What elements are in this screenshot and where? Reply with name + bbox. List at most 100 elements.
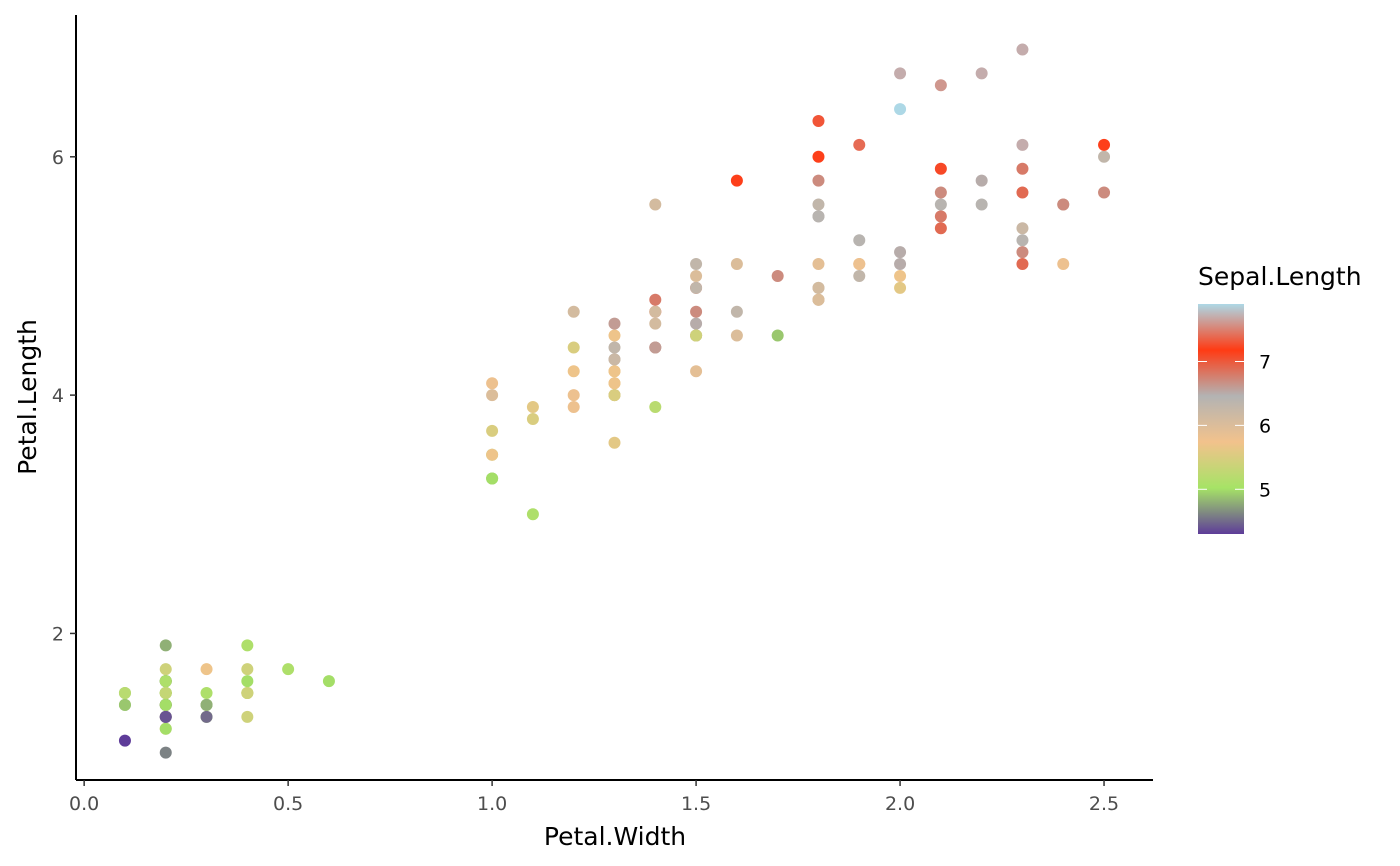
colorbar	[1198, 304, 1244, 534]
data-point	[159, 698, 172, 711]
data-point	[241, 639, 254, 652]
y-tick-label: 4	[52, 385, 64, 407]
data-point	[159, 687, 172, 700]
data-point	[1057, 198, 1070, 211]
data-point	[486, 377, 499, 390]
data-point	[812, 258, 825, 271]
data-point	[894, 67, 907, 80]
data-point	[934, 210, 947, 223]
data-point	[975, 67, 988, 80]
data-point	[649, 341, 662, 354]
data-point	[608, 329, 621, 342]
data-point	[159, 639, 172, 652]
data-point	[567, 341, 580, 354]
x-tick-label: 2.5	[1089, 793, 1119, 815]
data-point	[730, 329, 743, 342]
data-point	[1098, 150, 1111, 163]
data-point	[649, 293, 662, 306]
data-point	[608, 365, 621, 378]
data-point	[853, 138, 866, 151]
data-point	[118, 734, 131, 747]
data-point	[690, 269, 703, 282]
colorbar-ticks: 5 6 7	[1198, 352, 1271, 501]
data-point	[812, 174, 825, 187]
data-point	[934, 79, 947, 92]
data-point	[1016, 246, 1029, 259]
colorbar-label: 5	[1259, 479, 1271, 501]
data-point	[567, 401, 580, 414]
data-point	[812, 210, 825, 223]
data-point	[608, 317, 621, 330]
data-point	[486, 389, 499, 402]
data-point	[690, 317, 703, 330]
data-point	[159, 675, 172, 688]
data-point	[486, 472, 499, 485]
axes	[75, 15, 1153, 781]
data-point	[690, 329, 703, 342]
data-point	[771, 269, 784, 282]
data-point	[159, 710, 172, 723]
x-axis-title: Petal.Width	[544, 822, 686, 851]
data-point	[241, 663, 254, 676]
y-ticks: 2 4 6	[52, 147, 76, 645]
colorbar-label: 6	[1259, 415, 1271, 437]
data-point	[1016, 186, 1029, 199]
data-point	[118, 698, 131, 711]
data-point	[1057, 258, 1070, 271]
data-point	[730, 258, 743, 271]
data-point	[894, 103, 907, 116]
data-point	[934, 186, 947, 199]
data-point	[608, 353, 621, 366]
data-point	[730, 305, 743, 318]
data-point	[853, 258, 866, 271]
data-point	[812, 198, 825, 211]
data-point	[690, 281, 703, 294]
data-point	[649, 401, 662, 414]
x-ticks: 0.0 0.5 1.0 1.5 2.0 2.5	[69, 780, 1119, 815]
data-point	[241, 710, 254, 723]
data-point	[608, 341, 621, 354]
data-point	[159, 746, 172, 759]
data-point	[853, 234, 866, 247]
data-point	[649, 317, 662, 330]
points-layer	[118, 43, 1111, 759]
data-point	[1016, 43, 1029, 56]
data-point	[649, 305, 662, 318]
data-point	[200, 698, 213, 711]
data-point	[894, 258, 907, 271]
data-point	[486, 424, 499, 437]
data-point	[934, 222, 947, 235]
y-tick-label: 6	[52, 147, 64, 169]
data-point	[608, 436, 621, 449]
data-point	[690, 258, 703, 271]
data-point	[812, 293, 825, 306]
x-tick-label: 1.0	[477, 793, 507, 815]
legend-title: Sepal.Length	[1198, 262, 1362, 291]
data-point	[567, 389, 580, 402]
data-point	[1016, 138, 1029, 151]
data-point	[934, 162, 947, 175]
data-point	[1016, 162, 1029, 175]
colorbar-label: 7	[1259, 352, 1271, 374]
data-point	[159, 663, 172, 676]
data-point	[200, 663, 213, 676]
data-point	[282, 663, 295, 676]
data-point	[526, 401, 539, 414]
data-point	[894, 246, 907, 259]
data-point	[200, 687, 213, 700]
data-point	[894, 281, 907, 294]
data-point	[975, 174, 988, 187]
x-tick-label: 2.0	[885, 793, 915, 815]
data-point	[200, 710, 213, 723]
data-point	[567, 365, 580, 378]
data-point	[1098, 186, 1111, 199]
data-point	[1016, 222, 1029, 235]
data-point	[241, 675, 254, 688]
data-point	[934, 198, 947, 211]
data-point	[241, 687, 254, 700]
data-point	[567, 305, 580, 318]
data-point	[812, 150, 825, 163]
x-tick-label: 1.5	[681, 793, 711, 815]
x-tick-label: 0.0	[69, 793, 99, 815]
y-axis-title: Petal.Length	[13, 319, 42, 475]
